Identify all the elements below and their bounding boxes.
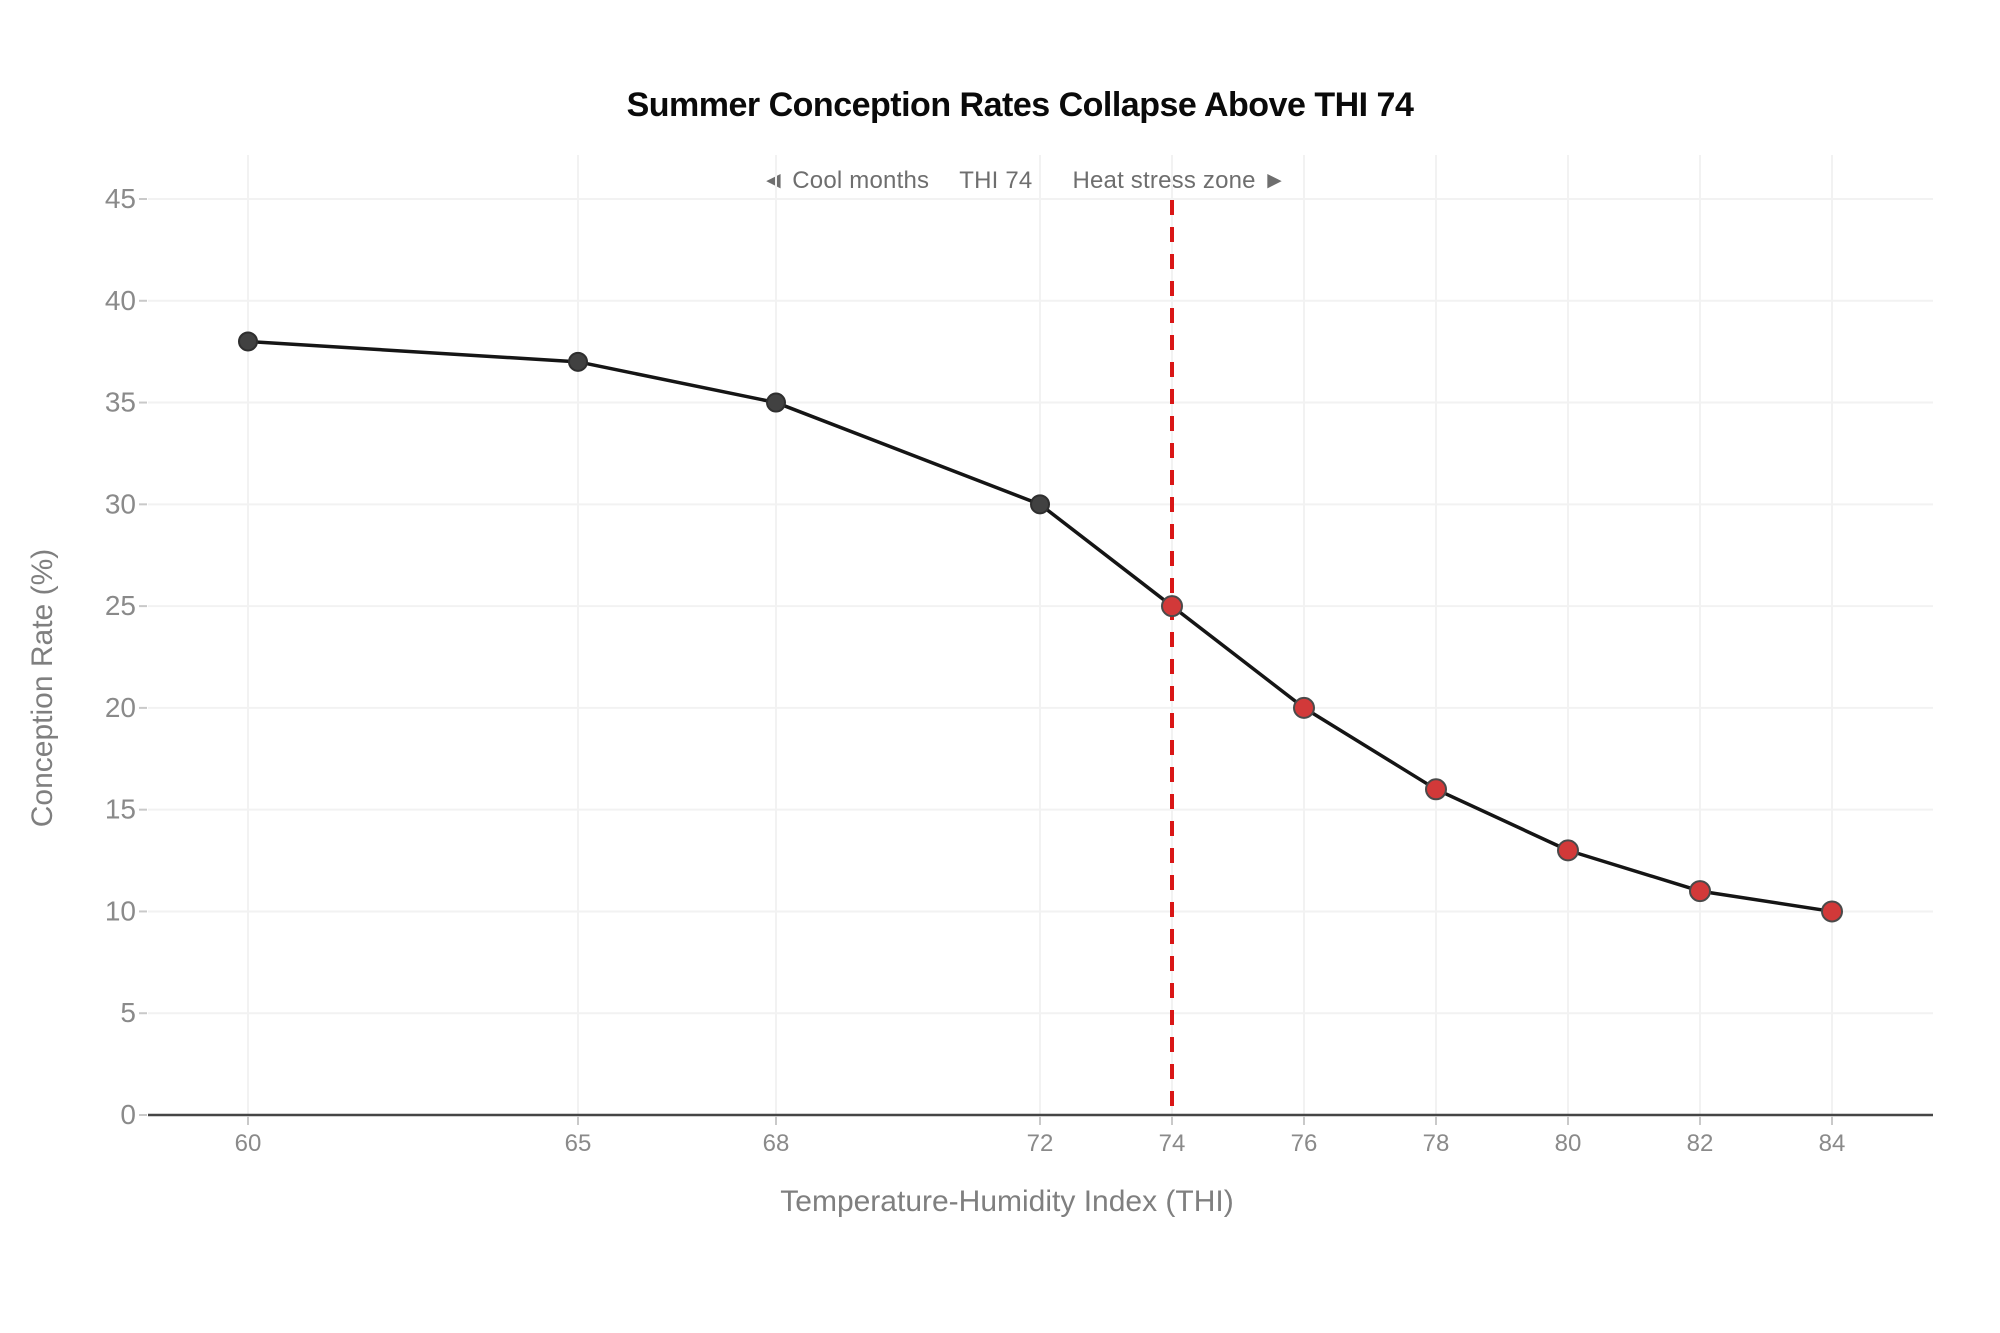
y-tick-label: 10 (105, 895, 136, 926)
x-tick-label: 74 (1159, 1130, 1186, 1157)
x-tick-label: 84 (1819, 1130, 1846, 1157)
chart-title: Summer Conception Rates Collapse Above T… (626, 86, 1414, 124)
threshold-annotation: ◄ Cool months THI 74 Heat stress zone ► (761, 167, 1286, 195)
data-point (766, 392, 786, 413)
y-tick-label: 0 (120, 1099, 136, 1130)
y-tick-label: 15 (105, 794, 136, 825)
y-tick-label: 30 (105, 488, 136, 519)
data-point (1557, 839, 1579, 862)
data-point (1689, 880, 1711, 903)
y-tick-label: 45 (105, 183, 136, 214)
annotation-cool-months: ◄ Cool months (761, 167, 930, 194)
y-tick-label: 25 (105, 590, 136, 621)
data-point (1161, 595, 1183, 618)
x-tick-label: 80 (1555, 1130, 1582, 1157)
data-point (238, 331, 258, 352)
annotation-heat-stress-zone: Heat stress zone ► (1072, 167, 1287, 194)
y-tick-label: 20 (105, 692, 136, 723)
data-point (1425, 778, 1447, 801)
data-point (1293, 696, 1315, 719)
annotation-thi-74: THI 74 (959, 167, 1033, 194)
x-tick-label: 68 (763, 1130, 790, 1157)
data-point (1030, 494, 1050, 515)
x-tick-label: 78 (1423, 1130, 1450, 1157)
y-tick-label: 35 (105, 387, 136, 418)
y-tick-label: 5 (120, 997, 136, 1028)
x-tick-label: 65 (565, 1130, 592, 1157)
x-axis-title: Temperature-Humidity Index (THI) (780, 1185, 1234, 1218)
data-point (568, 351, 588, 372)
x-tick-label: 76 (1291, 1130, 1318, 1157)
data-point (1821, 900, 1843, 923)
data-line (246, 339, 1834, 914)
y-tick-label: 40 (105, 285, 136, 316)
x-tick-label: 60 (235, 1130, 262, 1157)
x-tick-label: 82 (1687, 1130, 1714, 1157)
x-tick-label: 72 (1027, 1130, 1054, 1157)
